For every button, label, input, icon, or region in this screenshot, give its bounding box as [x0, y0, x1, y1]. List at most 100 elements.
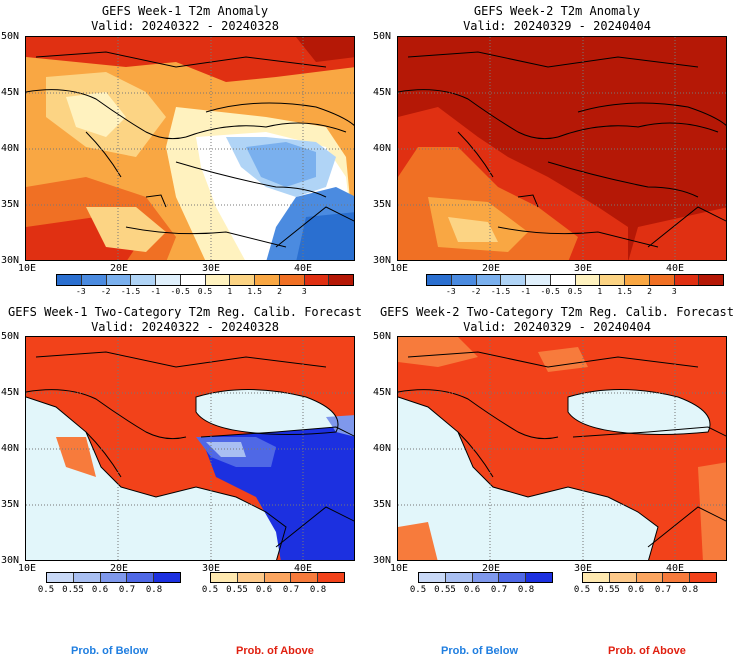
legend-below-week1: Prob. of Below	[71, 645, 148, 657]
anomaly-colorbar-week2	[426, 274, 724, 286]
anomaly-tick-label: -3	[76, 287, 86, 296]
colorbar-swatch	[444, 573, 472, 582]
colorbar-swatch	[450, 275, 476, 285]
lon-label: 40E	[665, 563, 685, 574]
lon-label: 40E	[665, 263, 685, 274]
colorbar-swatch	[211, 573, 237, 582]
colorbar-swatch	[155, 275, 180, 285]
anomaly-tick-label: 2	[277, 287, 282, 296]
lon-label: 20E	[481, 563, 501, 574]
colorbar-swatch	[47, 573, 73, 582]
lon-label: 20E	[109, 563, 129, 574]
probability-tick-label: 0.55	[62, 585, 84, 595]
colorbar-swatch	[583, 573, 609, 582]
colorbar-swatch	[99, 573, 127, 582]
lon-label: 40E	[293, 263, 313, 274]
colorbar-swatch	[153, 573, 180, 582]
lat-label: 40N	[1, 443, 20, 454]
colorbar-swatch	[500, 275, 525, 285]
week1-probability-field	[26, 337, 354, 560]
colorbar-swatch	[126, 573, 154, 582]
below-colorbar-week1	[46, 572, 181, 583]
probability-tick-label: 0.8	[309, 585, 327, 595]
panel3-title: GEFS Week-1 Two-Category T2m Reg. Calib.…	[0, 305, 370, 335]
colorbar-swatch	[635, 573, 663, 582]
colorbar-swatch	[574, 275, 600, 285]
above-colorbar-week1	[210, 572, 345, 583]
colorbar-swatch	[498, 573, 526, 582]
lat-label: 30N	[1, 555, 20, 566]
lat-label: 50N	[1, 31, 20, 42]
colorbar-swatch	[290, 573, 318, 582]
colorbar-swatch	[303, 275, 329, 285]
lon-label: 10E	[17, 263, 37, 274]
probability-tick-label: 0.7	[490, 585, 508, 595]
week1-anomaly-field	[26, 37, 354, 260]
colorbar-swatch	[236, 573, 264, 582]
colorbar-swatch	[328, 275, 353, 285]
colorbar-swatch	[57, 275, 81, 285]
below-colorbar-week2	[418, 572, 553, 583]
panel1-title-line2: Valid: 20240322 - 20240328	[91, 19, 279, 33]
colorbar-swatch	[204, 275, 230, 285]
colorbar-swatch	[662, 573, 690, 582]
colorbar-swatch	[263, 573, 291, 582]
anomaly-tick-label: -3	[446, 287, 456, 296]
lon-label: 30E	[573, 563, 593, 574]
lon-label: 30E	[201, 563, 221, 574]
panel4-title: GEFS Week-2 Two-Category T2m Reg. Calib.…	[372, 305, 740, 335]
anomaly-tick-label: 1	[227, 287, 233, 296]
anomaly-tick-label: 1	[597, 287, 603, 296]
colorbar-swatch	[72, 573, 100, 582]
week2-anomaly-field	[398, 37, 726, 260]
lat-label: 30N	[373, 555, 392, 566]
anomaly-tick-label: -1	[150, 287, 161, 296]
colorbar-swatch	[689, 573, 716, 582]
lon-label: 30E	[573, 263, 593, 274]
probability-tick-label: 0.7	[282, 585, 300, 595]
colorbar-swatch	[549, 275, 575, 285]
probability-tick-label: 0.55	[598, 585, 620, 595]
colorbar-swatch	[698, 275, 723, 285]
panel4-title-line2: Valid: 20240329 - 20240404	[463, 320, 651, 334]
probability-tick-label: 0.8	[145, 585, 163, 595]
legend-above-week1: Prob. of Above	[236, 645, 314, 657]
legend-above-week2: Prob. of Above	[608, 645, 686, 657]
lat-label: 40N	[373, 443, 392, 454]
probability-tick-label: 0.6	[463, 585, 481, 595]
lat-label: 35N	[373, 199, 392, 210]
anomaly-tick-label: -1	[520, 287, 531, 296]
lon-label: 10E	[389, 563, 409, 574]
probability-tick-label: 0.5	[201, 585, 219, 595]
anomaly-tick-label: -1.5	[490, 287, 511, 296]
colorbar-swatch	[278, 275, 304, 285]
probability-tick-label: 0.6	[91, 585, 109, 595]
week1-anomaly-map	[25, 36, 355, 261]
probability-tick-label: 0.55	[434, 585, 456, 595]
probability-tick-label: 0.5	[409, 585, 427, 595]
lon-label: 20E	[481, 263, 501, 274]
lon-label: 10E	[389, 263, 409, 274]
week1-probability-map	[25, 336, 355, 561]
colorbar-swatch	[525, 573, 552, 582]
probability-tick-label: 0.7	[118, 585, 136, 595]
colorbar-swatch	[471, 573, 499, 582]
lat-label: 50N	[373, 331, 392, 342]
colorbar-swatch	[419, 573, 445, 582]
lat-label: 45N	[373, 87, 392, 98]
colorbar-swatch	[229, 275, 254, 285]
lon-label: 30E	[201, 263, 221, 274]
lat-label: 30N	[1, 255, 20, 266]
colorbar-swatch	[608, 573, 636, 582]
probability-tick-label: 0.8	[681, 585, 699, 595]
colorbar-swatch	[254, 275, 279, 285]
probability-tick-label: 0.8	[517, 585, 535, 595]
panel2-title: GEFS Week-2 T2m Anomaly Valid: 20240329 …	[372, 4, 740, 34]
probability-tick-label: 0.7	[654, 585, 672, 595]
above-colorbar-week2	[582, 572, 717, 583]
anomaly-tick-label: -0.5	[170, 287, 190, 296]
anomaly-tick-label: -1.5	[120, 287, 141, 296]
week2-probability-field	[398, 337, 726, 560]
anomaly-tick-label: 0.5	[197, 287, 213, 296]
lat-label: 50N	[1, 331, 20, 342]
